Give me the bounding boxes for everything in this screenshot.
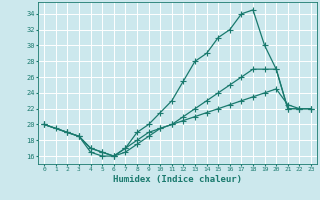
X-axis label: Humidex (Indice chaleur): Humidex (Indice chaleur) [113, 175, 242, 184]
